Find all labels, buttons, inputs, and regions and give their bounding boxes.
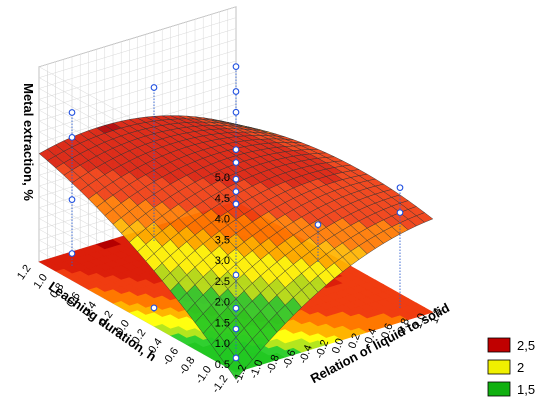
gridline <box>39 49 237 111</box>
data-point <box>232 188 240 195</box>
x-tick-label: 0.4 <box>363 327 380 345</box>
z-tick-label: 3.5 <box>215 234 230 246</box>
legend-swatch <box>487 337 511 353</box>
data-point <box>232 304 240 312</box>
data-point <box>232 108 240 116</box>
z-tick-label: 1.5 <box>215 317 230 329</box>
data-point <box>68 250 76 257</box>
data-point <box>396 184 404 192</box>
y-tick-label: -0.8 <box>177 355 198 377</box>
z-tick-label: 2.0 <box>215 297 230 309</box>
data-point <box>232 325 240 333</box>
x-tick-label: 0.2 <box>346 332 363 350</box>
legend-label: 2 <box>517 360 524 375</box>
data-point <box>68 134 76 141</box>
y-tick-label: -0.6 <box>161 345 182 367</box>
data-point <box>232 175 240 183</box>
x-tick-label: 1.2 <box>428 307 445 325</box>
z-tick-label: 4.5 <box>215 193 230 205</box>
data-point <box>68 196 76 203</box>
y-tick-label: 1.2 <box>15 263 34 282</box>
data-point <box>232 271 240 279</box>
data-point <box>68 109 76 116</box>
data-points <box>68 63 404 362</box>
z-axis-title: Metal extraction, % <box>21 83 36 201</box>
surface-cell <box>415 212 434 223</box>
data-point <box>232 146 240 153</box>
gridline <box>39 6 237 68</box>
data-point <box>396 209 404 216</box>
z-tick-label: 5.0 <box>215 172 230 184</box>
data-point <box>232 88 240 95</box>
x-tick-label: 0.0 <box>330 337 347 355</box>
data-point <box>150 84 158 91</box>
gridline <box>39 28 237 89</box>
z-tick-label: 3.0 <box>215 255 230 267</box>
gridline <box>39 17 237 78</box>
z-tick-label: 4.0 <box>215 214 230 226</box>
z-tick-label: 1.0 <box>215 338 230 350</box>
data-point <box>232 63 240 70</box>
x-tick-label: 0.8 <box>396 317 413 335</box>
x-tick-label: 1.0 <box>412 312 429 330</box>
data-point <box>314 221 322 229</box>
data-point <box>150 304 158 312</box>
y-tick-label: -1.2 <box>210 373 231 395</box>
y-tick-label: -1.0 <box>193 364 214 386</box>
z-tick-label: 0.5 <box>215 359 230 371</box>
x-tick-label: 0.6 <box>379 322 396 340</box>
gridline <box>39 39 237 100</box>
legend-label: 1,5 <box>517 382 535 397</box>
legend-swatch <box>487 381 511 397</box>
data-point <box>232 159 240 166</box>
legend-label: 2,5 <box>517 338 535 353</box>
legend: 2,5 2 1,5 <box>487 337 535 397</box>
z-tick-label: 2.5 <box>215 276 230 288</box>
data-point <box>232 200 240 208</box>
data-point <box>232 354 240 362</box>
legend-swatch <box>487 359 511 375</box>
